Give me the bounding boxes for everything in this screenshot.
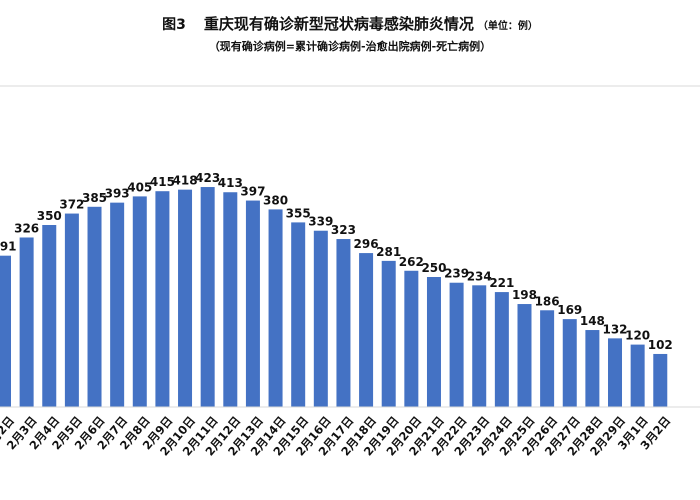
data-label: 355 <box>286 206 311 220</box>
bar <box>562 319 577 407</box>
bar <box>245 200 260 407</box>
data-label: 413 <box>218 176 243 190</box>
data-label: 415 <box>150 175 175 189</box>
data-label: 291 <box>0 240 17 254</box>
data-label: 148 <box>580 314 605 328</box>
data-label: 102 <box>648 338 673 352</box>
bar <box>200 187 215 407</box>
data-label: 132 <box>602 322 627 336</box>
bar <box>608 338 623 407</box>
data-label: 385 <box>82 191 107 205</box>
bar <box>132 196 147 407</box>
data-label: 169 <box>557 303 582 317</box>
bar <box>404 270 419 407</box>
unit-label: （单位：例） <box>477 21 538 32</box>
bar <box>0 255 11 407</box>
data-label: 372 <box>59 198 84 212</box>
bar <box>291 222 306 407</box>
bar <box>64 213 79 407</box>
data-label: 120 <box>625 329 650 343</box>
bar <box>426 277 441 407</box>
data-label: 323 <box>331 223 356 237</box>
data-label: 350 <box>37 209 62 223</box>
bar <box>19 237 34 407</box>
data-label: 239 <box>444 267 469 281</box>
bar <box>268 209 283 407</box>
chart-title: 图3 重庆现有确诊新型冠状病毒感染肺炎情况 （单位：例） <box>0 13 700 34</box>
data-label: 326 <box>14 221 39 235</box>
data-label: 262 <box>399 255 424 269</box>
bar <box>313 230 328 407</box>
bar <box>223 192 238 407</box>
data-label: 405 <box>127 180 152 194</box>
data-label: 380 <box>263 193 288 207</box>
bar <box>336 239 351 407</box>
data-label: 296 <box>354 237 379 251</box>
data-label: 250 <box>421 261 446 275</box>
bar <box>540 310 555 407</box>
bar <box>110 202 125 407</box>
bar <box>630 344 645 407</box>
bar <box>359 253 374 407</box>
data-label: 339 <box>308 215 333 229</box>
bar <box>87 206 102 407</box>
bar <box>449 282 464 407</box>
data-label: 234 <box>467 269 492 283</box>
bar <box>178 189 193 407</box>
data-label: 198 <box>512 288 537 302</box>
bar <box>155 191 170 407</box>
bar <box>472 285 487 407</box>
bar <box>653 353 668 407</box>
data-label: 221 <box>489 276 514 290</box>
data-label: 423 <box>195 171 220 185</box>
bar <box>517 304 532 407</box>
figure-label: 图3 <box>162 17 186 33</box>
bar <box>42 225 57 407</box>
data-label: 186 <box>535 294 560 308</box>
bar <box>494 292 509 407</box>
data-label: 281 <box>376 245 401 259</box>
bar <box>585 330 600 407</box>
data-label: 418 <box>173 174 198 188</box>
chart-subtitle: （现有确诊病例=累计确诊病例-治愈出院病例-死亡病例） <box>208 40 492 53</box>
bar <box>381 260 396 407</box>
title-main: 重庆现有确诊新型冠状病毒感染肺炎情况 <box>203 15 474 33</box>
data-label: 393 <box>105 187 130 201</box>
data-label: 397 <box>240 185 265 199</box>
